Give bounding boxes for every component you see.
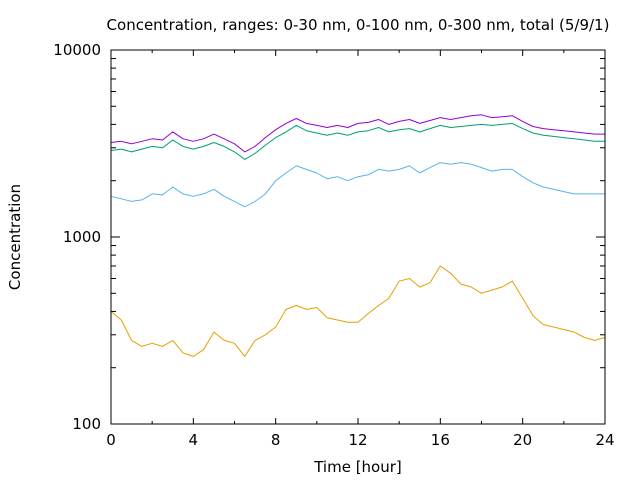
chart-title: Concentration, ranges: 0-30 nm, 0-100 nm… bbox=[107, 16, 610, 34]
series-line-1 bbox=[110, 265, 606, 357]
series-layer bbox=[110, 114, 606, 357]
x-axis-label: Time [hour] bbox=[313, 458, 402, 476]
x-tick-label: 16 bbox=[431, 431, 450, 449]
x-tick-label: 4 bbox=[189, 431, 199, 449]
series-line-3 bbox=[110, 122, 605, 160]
x-tick-label: 20 bbox=[513, 431, 532, 449]
y-tick-label: 100 bbox=[72, 415, 101, 433]
y-tick-label: 10000 bbox=[53, 41, 101, 59]
plot-frame bbox=[110, 49, 606, 425]
x-tick-label: 12 bbox=[348, 431, 367, 449]
axis-tick-labels: 0 4 8 12 16 20 24 100 1000 10000 bbox=[53, 41, 614, 449]
x-tick-label: 24 bbox=[595, 431, 614, 449]
axis-ticks bbox=[110, 49, 606, 425]
y-tick-label: 1000 bbox=[63, 228, 101, 246]
x-tick-label: 8 bbox=[271, 431, 281, 449]
series-line-2 bbox=[110, 162, 605, 208]
series-line-4 bbox=[110, 114, 605, 153]
x-tick-label: 0 bbox=[106, 431, 116, 449]
y-axis-label: Concentration bbox=[6, 184, 24, 290]
